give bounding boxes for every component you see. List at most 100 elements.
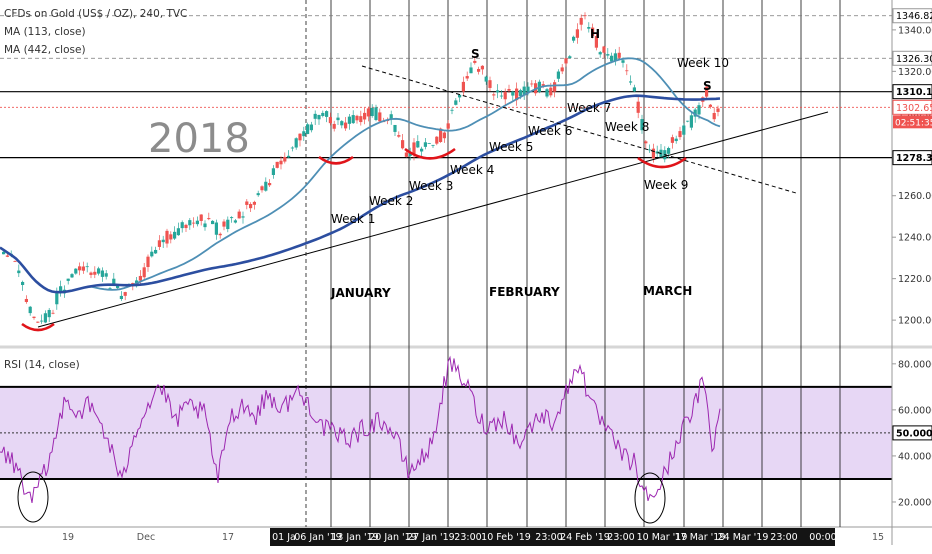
time-label-9: 23:00 [454, 532, 481, 543]
candle-body [682, 125, 686, 135]
candle-body [404, 152, 408, 157]
candle-body [545, 89, 549, 97]
candle-body [344, 122, 348, 129]
bottom-marker-1 [21, 322, 55, 332]
candle-body [2, 251, 6, 255]
price-label-4: 1278.37 [896, 153, 932, 164]
candle-body [47, 309, 51, 318]
candle-body [271, 168, 275, 175]
candle-body [359, 116, 363, 123]
candle-body [522, 86, 526, 96]
candle-body [5, 255, 9, 257]
countdown-box [893, 115, 932, 129]
candle-body [252, 201, 256, 205]
week-label-2: Week 2 [369, 194, 413, 208]
candle-body [488, 80, 492, 88]
time-label-15: 17 Mar '19 [675, 532, 726, 543]
candle-body [275, 161, 279, 168]
candle-body [629, 81, 633, 83]
candle-body [230, 217, 234, 219]
candle-body [515, 88, 519, 101]
year-label: 2018 [148, 116, 250, 162]
ma113-legend[interactable]: MA (113, close) [4, 26, 86, 38]
price-label-2: 1310.19 [896, 87, 932, 98]
candle-body [347, 116, 351, 124]
candle-body [579, 17, 583, 25]
candle-body [518, 90, 522, 96]
pattern-label-2: H [590, 27, 600, 41]
candle-body [195, 220, 199, 225]
time-label-16: 24 Mar '19 [718, 532, 769, 543]
candle-body [484, 76, 488, 82]
candle-body [511, 91, 515, 96]
candle-body [176, 228, 180, 236]
candle-body [74, 268, 78, 274]
candle-body [458, 94, 462, 98]
candle-body [553, 82, 557, 92]
candle-body [218, 233, 222, 236]
candle-body [97, 268, 101, 274]
candle-body [112, 278, 116, 285]
rsi-legend[interactable]: RSI (14, close) [4, 359, 80, 371]
candle-body [85, 266, 89, 268]
time-label-17: 23:00 [770, 532, 797, 543]
candle-body [378, 112, 382, 122]
candle-body [678, 131, 682, 138]
candle-body [651, 148, 655, 159]
candle-body [496, 90, 500, 93]
candle-body [24, 298, 28, 303]
price-label-box-0 [892, 8, 932, 24]
candle-body [66, 278, 70, 281]
candle-body [340, 121, 344, 126]
time-label-13: 23:00 [607, 532, 634, 543]
candle-body [241, 216, 245, 218]
time-label-8: 27 Jan '19 [407, 532, 454, 543]
week-label-3: Week 3 [409, 179, 453, 193]
time-label-18: 00:00 [809, 532, 836, 543]
time-label-11: 23:00 [535, 532, 562, 543]
price-label-1: 1326.30 [896, 54, 932, 65]
time-label-12: 24 Feb '19 [560, 532, 610, 543]
candle-body [28, 306, 32, 314]
candle-body [507, 89, 511, 91]
candle-body [268, 183, 272, 186]
candle-body [526, 86, 530, 92]
candle-body [119, 295, 123, 300]
price-tick-label: 1220.00 [898, 274, 932, 285]
candle-body [290, 147, 294, 149]
candle-body [123, 292, 127, 296]
week-label-6: Week 6 [528, 124, 572, 138]
candle-body [431, 144, 435, 146]
candle-body [211, 220, 215, 225]
candle-body [602, 46, 606, 53]
candle-body [70, 274, 74, 278]
candle-body [568, 56, 572, 59]
week-label-9: Week 9 [644, 178, 688, 192]
candle-body [610, 55, 614, 62]
pattern-label-1: S [471, 47, 480, 61]
candle-body [712, 113, 716, 120]
candle-body [572, 36, 576, 41]
ma442-legend[interactable]: MA (442, close) [4, 44, 86, 56]
candle-body [716, 108, 720, 112]
price-label-box-2 [892, 84, 932, 100]
candle-body [298, 133, 302, 141]
price-label-3: 1302.65 [896, 103, 932, 114]
candle-body [606, 54, 610, 56]
candle-body [416, 141, 420, 148]
candle-body [336, 117, 340, 121]
candle-body [674, 138, 678, 142]
week-label-7: Week 7 [567, 101, 611, 115]
symbol-legend[interactable]: CFDs on Gold (US$ / OZ), 240, TVC [4, 8, 188, 20]
candle-body [309, 124, 313, 131]
candle-body [260, 186, 264, 191]
candle-body [446, 123, 450, 129]
candle-body [556, 71, 560, 79]
candle-body [454, 100, 458, 105]
candle-body [617, 52, 621, 58]
candle-body [43, 313, 47, 323]
candle-body [423, 142, 427, 147]
